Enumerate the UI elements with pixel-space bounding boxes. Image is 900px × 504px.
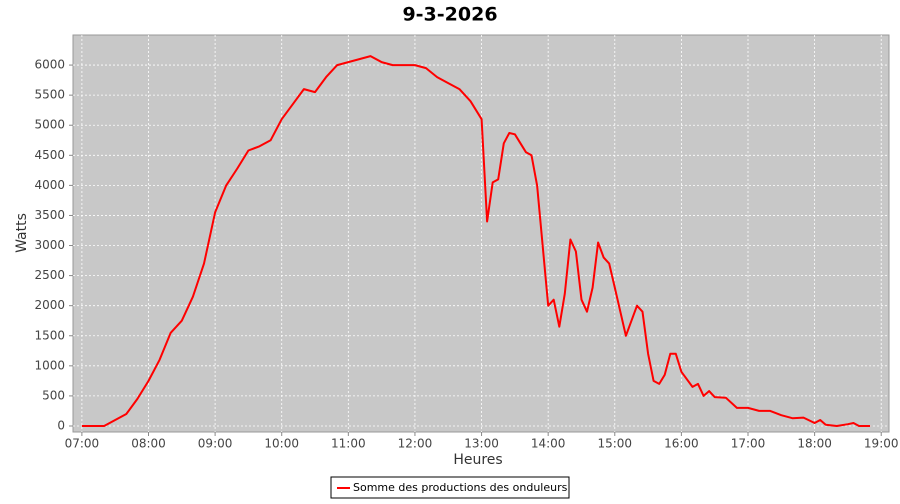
- y-tick-label: 2500: [34, 268, 65, 282]
- x-tick-label: 12:00: [398, 437, 433, 451]
- x-tick-label: 14:00: [531, 437, 566, 451]
- y-tick-label: 3000: [34, 238, 65, 252]
- y-axis-label: Watts: [14, 213, 30, 253]
- y-tick-label: 1500: [34, 328, 65, 342]
- x-tick-label: 11:00: [331, 437, 366, 451]
- y-tick-label: 1000: [34, 358, 65, 372]
- y-tick-label: 3500: [34, 208, 65, 222]
- x-tick-label: 10:00: [264, 437, 299, 451]
- legend-label: Somme des productions des onduleurs: [353, 481, 568, 494]
- x-tick-label: 16:00: [664, 437, 699, 451]
- x-tick-label: 19:00: [864, 437, 899, 451]
- x-tick-label: 17:00: [731, 437, 766, 451]
- y-tick-label: 4500: [34, 148, 65, 162]
- x-tick-label: 13:00: [464, 437, 499, 451]
- y-tick-label: 500: [42, 388, 65, 402]
- plot-area: [72, 34, 890, 433]
- y-tick-label: 6000: [34, 58, 65, 72]
- line-series: [81, 55, 871, 427]
- y-tick-label: 4000: [34, 178, 65, 192]
- y-tick-label: 5500: [34, 88, 65, 102]
- y-tick-label: 0: [57, 418, 65, 432]
- legend-box: [330, 476, 570, 499]
- x-tick-label: 09:00: [198, 437, 233, 451]
- x-tick-label: 18:00: [797, 437, 832, 451]
- y-tick-label: 2000: [34, 298, 65, 312]
- y-tick-label: 5000: [34, 118, 65, 132]
- x-tick-label: 15:00: [597, 437, 632, 451]
- x-axis-label: Heures: [453, 452, 502, 468]
- chart-title: 9-3-2026: [402, 4, 497, 26]
- x-tick-label: 08:00: [131, 437, 166, 451]
- x-tick-label: 07:00: [65, 437, 100, 451]
